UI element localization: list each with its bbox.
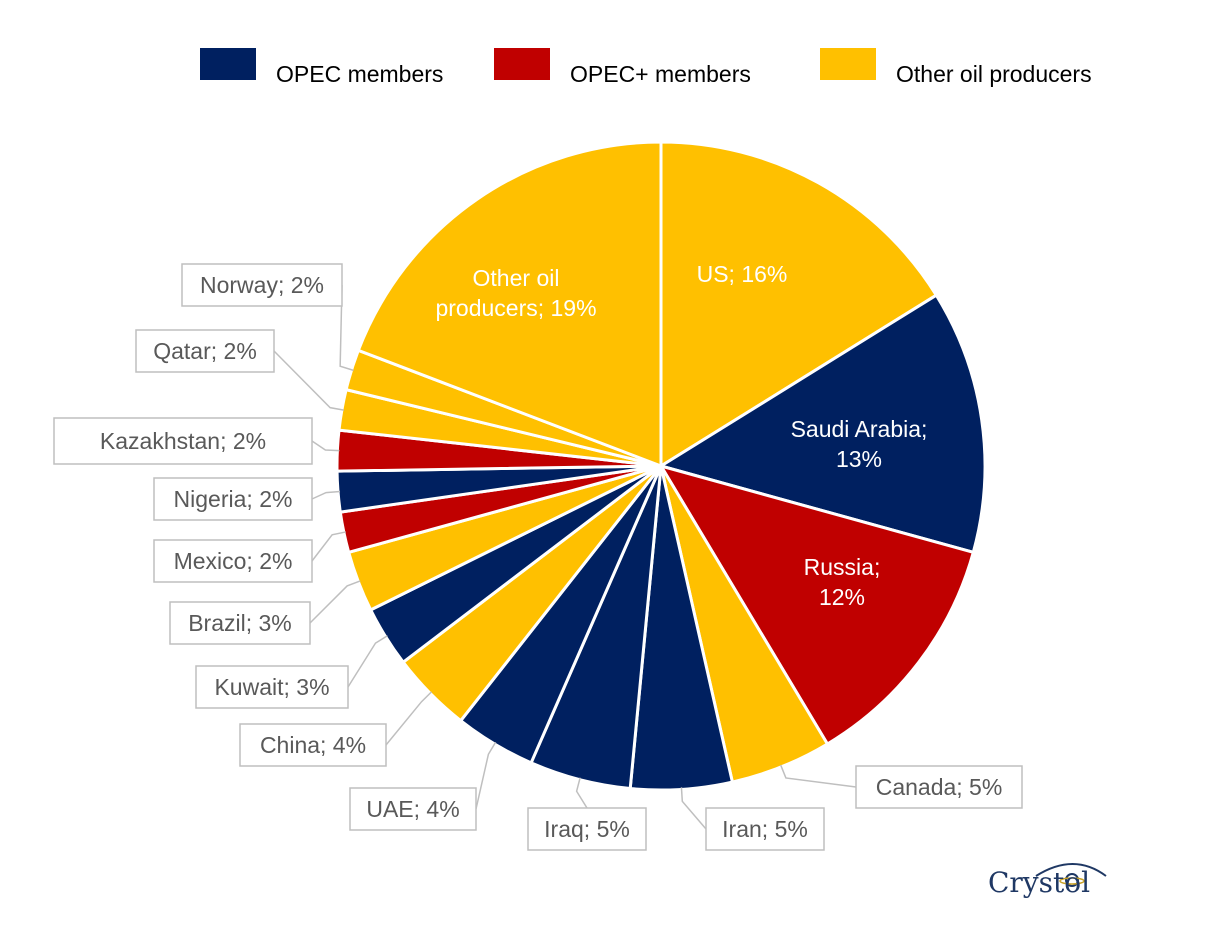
chart-legend: OPEC members OPEC+ members Other oil pro…	[0, 0, 1229, 110]
slice-label-nigeria: Nigeria; 2%	[174, 486, 293, 512]
leader-line-brazil	[309, 580, 361, 624]
slice-label-iraq: Iraq; 5%	[544, 816, 630, 842]
slice-label-other-oil-producers: Other oil producers; 19%	[435, 265, 596, 321]
callout-box-canada	[855, 765, 1023, 809]
legend-swatch-opec-plus	[494, 48, 550, 80]
leader-line-canada	[779, 764, 857, 788]
leader-line-qatar	[273, 350, 345, 411]
legend-label-other: Other oil producers	[896, 61, 1092, 87]
callout-box-kazakhstan	[53, 417, 313, 465]
pie-slices	[335, 140, 987, 792]
leader-line-kuwait	[347, 635, 388, 688]
leader-line-norway	[339, 284, 354, 372]
slice-other-oil-producers	[356, 140, 663, 468]
legend-swatch-other	[820, 48, 876, 80]
slice-us	[659, 140, 938, 468]
slice-label-uae: UAE; 4%	[366, 796, 459, 822]
leader-line-china	[385, 691, 433, 746]
slice-label-kuwait: Kuwait; 3%	[214, 674, 329, 700]
legend-label-opec: OPEC members	[276, 61, 444, 87]
callout-box-nigeria	[153, 477, 313, 521]
slice-label-russia: Russia; 12%	[804, 554, 881, 610]
logo-text: Crystol	[988, 866, 1090, 898]
callout-box-brazil	[169, 601, 311, 645]
leader-line-iran	[680, 787, 707, 830]
callout-box-iraq	[527, 807, 647, 851]
callout-box-norway	[181, 263, 343, 307]
slice-label-norway: Norway; 2%	[200, 272, 324, 298]
callout-box-qatar	[135, 329, 275, 373]
slice-label-brazil: Brazil; 3%	[188, 610, 292, 636]
callout-box-uae	[349, 787, 477, 831]
legend-swatch-opec	[200, 48, 256, 80]
legend-label-opec-plus: OPEC+ members	[570, 61, 751, 87]
leader-line-nigeria	[311, 490, 341, 500]
slice-label-mexico: Mexico; 2%	[174, 548, 293, 574]
slice-label-qatar: Qatar; 2%	[153, 338, 257, 364]
leader-line-iraq	[575, 777, 588, 809]
slice-label-us: US; 16%	[697, 261, 788, 287]
slice-label-china: China; 4%	[260, 732, 366, 758]
leader-line-kazakhstan	[311, 440, 340, 452]
callout-box-mexico	[153, 539, 313, 583]
callout-box-iran	[705, 807, 825, 851]
crystol-logo: Crystol	[988, 863, 1107, 898]
leader-line-uae	[475, 741, 497, 810]
callout-box-china	[239, 723, 387, 767]
slice-label-iran: Iran; 5%	[722, 816, 808, 842]
leader-line-mexico	[311, 531, 346, 562]
slice-russia	[659, 464, 975, 746]
callout-box-kuwait	[195, 665, 349, 709]
slice-label-saudi-arabia: Saudi Arabia; 13%	[791, 416, 928, 472]
slice-label-canada: Canada; 5%	[876, 774, 1003, 800]
slice-label-kazakhstan: Kazakhstan; 2%	[100, 428, 266, 454]
pie-labels: US; 16% Saudi Arabia; 13% Russia; 12% Canada;…	[53, 261, 1023, 851]
